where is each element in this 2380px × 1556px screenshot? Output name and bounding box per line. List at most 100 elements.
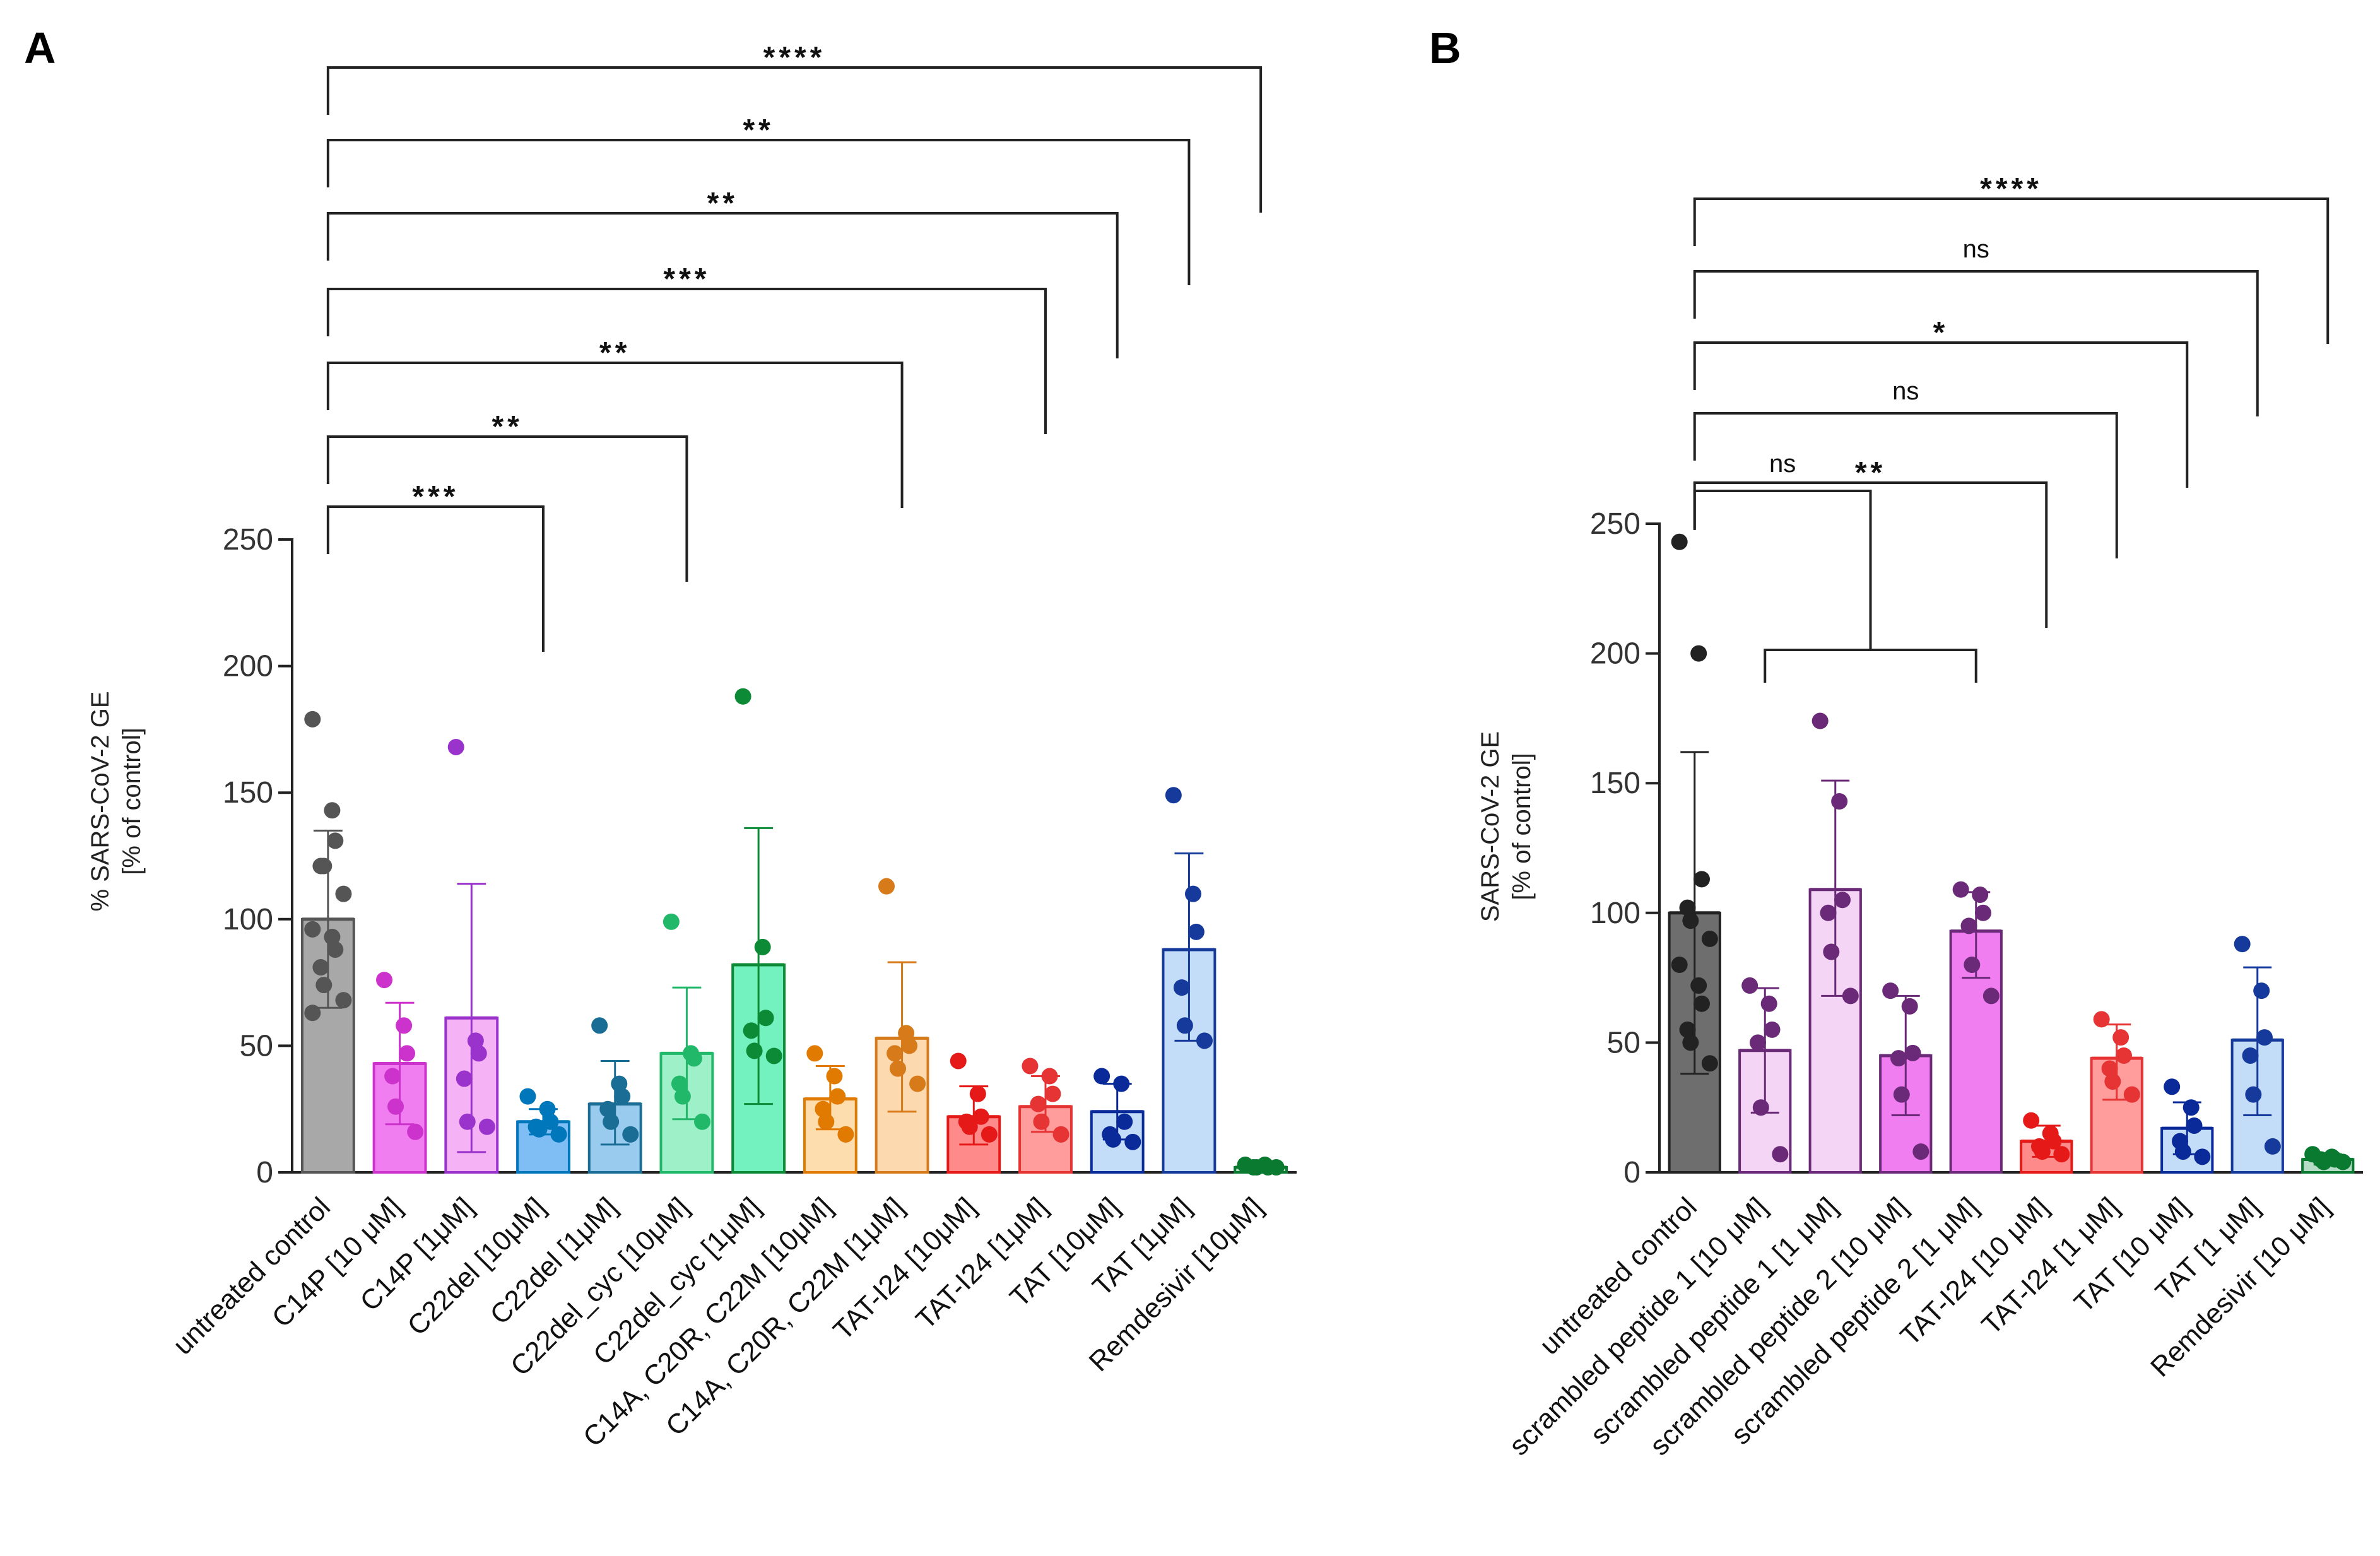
significance-bracket — [1693, 270, 2259, 416]
data-point — [2023, 1112, 2040, 1129]
data-point — [324, 802, 341, 819]
data-point — [2115, 1047, 2132, 1064]
y-tick-label: 100 — [1590, 897, 1641, 930]
data-point — [1671, 957, 1688, 974]
data-point — [2053, 1146, 2070, 1163]
data-point — [1105, 1131, 1122, 1148]
data-point — [1682, 1034, 1699, 1051]
data-point — [1842, 987, 1859, 1005]
data-point — [1184, 885, 1201, 902]
significance-bracket — [326, 288, 1047, 434]
y-tick-label: 250 — [223, 523, 273, 557]
y-tick-label: 200 — [1590, 637, 1641, 671]
data-point — [2264, 1138, 2281, 1155]
data-point — [1682, 912, 1699, 929]
data-point — [1093, 1068, 1110, 1085]
data-point — [1176, 1017, 1193, 1034]
data-point — [898, 1025, 915, 1042]
data-point — [2186, 1117, 2203, 1134]
significance-label: ** — [599, 336, 630, 370]
data-point — [743, 1022, 760, 1039]
data-point — [312, 959, 329, 976]
data-point — [829, 1088, 846, 1105]
data-point — [447, 738, 464, 755]
data-point — [1952, 881, 1969, 898]
data-point — [456, 1070, 473, 1087]
data-point — [1113, 1075, 1130, 1092]
data-point — [1679, 899, 1696, 916]
data-point — [1974, 904, 1991, 921]
significance-bracket — [1693, 197, 2330, 344]
significance-bracket — [326, 139, 1191, 285]
y-tick-label: 0 — [1623, 1156, 1641, 1189]
data-point — [1752, 1099, 1769, 1116]
data-point — [324, 928, 341, 945]
data-point — [806, 1045, 823, 1062]
panel-b-chart: 0 50 100 150 200 250 SARS-CoV-2 GE [% of contro… — [1476, 172, 2363, 1461]
data-point — [890, 1060, 907, 1077]
panel-letter-a: A — [24, 23, 56, 73]
y-axis-subtitle: [% of control] — [118, 728, 146, 875]
significance-label: * — [1933, 316, 1949, 350]
data-point — [981, 1126, 998, 1143]
data-point — [399, 1045, 416, 1062]
data-point — [2101, 1060, 2118, 1077]
data-point — [376, 972, 393, 989]
data-point — [2123, 1086, 2140, 1103]
data-point — [531, 1121, 548, 1138]
data-point — [599, 1100, 616, 1117]
significance-label: *** — [663, 262, 710, 296]
data-point — [327, 941, 344, 958]
data-point — [384, 1068, 401, 1085]
data-point — [1679, 1021, 1696, 1038]
data-point — [1165, 787, 1182, 804]
data-point — [539, 1100, 556, 1117]
significance-bracket — [326, 212, 1119, 358]
data-point — [815, 1100, 832, 1117]
data-point — [1972, 887, 1989, 904]
y-tick-label: 250 — [1590, 507, 1641, 541]
data-point — [1964, 957, 1981, 974]
data-point — [1052, 1126, 1069, 1143]
data-point — [693, 1113, 710, 1130]
significance-label: ns — [1892, 377, 1919, 405]
data-point — [1764, 1021, 1781, 1038]
data-point — [2234, 936, 2251, 953]
data-point — [2194, 1148, 2211, 1165]
data-point — [304, 710, 321, 728]
significance-label: ** — [492, 410, 522, 444]
data-point — [818, 1113, 835, 1130]
data-point — [950, 1052, 967, 1070]
data-point — [2045, 1133, 2062, 1150]
data-point — [887, 1045, 904, 1062]
data-point — [2104, 1073, 2121, 1090]
data-point — [519, 1088, 536, 1105]
data-point — [837, 1126, 854, 1143]
data-point — [335, 885, 352, 902]
significance-label: ** — [1855, 456, 1886, 490]
data-point — [2253, 982, 2270, 999]
data-point — [1750, 1034, 1767, 1051]
data-point — [1041, 1068, 1058, 1085]
data-point — [685, 1050, 702, 1067]
data-point — [315, 858, 333, 875]
y-tick-label: 150 — [1590, 767, 1641, 800]
y-tick-label: 50 — [240, 1029, 273, 1063]
data-point — [467, 1032, 484, 1049]
y-axis-title: SARS-CoV-2 GE — [1476, 731, 1504, 922]
significance-label: ** — [743, 114, 774, 147]
significance-bracket — [326, 66, 1263, 213]
data-point — [2335, 1153, 2352, 1170]
data-point — [2245, 1086, 2262, 1103]
data-point — [2183, 1099, 2200, 1116]
data-point — [611, 1075, 628, 1092]
data-point — [1116, 1113, 1133, 1130]
data-point — [878, 878, 895, 895]
data-point — [901, 1037, 918, 1054]
data-point — [1834, 892, 1851, 909]
data-point — [674, 1088, 691, 1105]
data-point — [1030, 1095, 1047, 1112]
data-point — [734, 688, 751, 705]
significance-label: **** — [1980, 172, 2042, 206]
data-point — [1912, 1143, 1929, 1160]
